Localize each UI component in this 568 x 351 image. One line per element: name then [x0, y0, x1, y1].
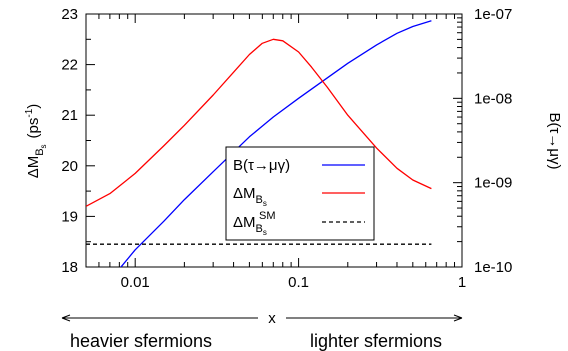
x-tick-label: 0.01 [121, 274, 150, 291]
series-line-0 [120, 20, 432, 267]
y-left-tick-label: 18 [61, 259, 78, 276]
y-left-tick-label: 21 [61, 107, 78, 124]
ticks-group: 0.01 0.1 1 18 19 20 21 22 23 1e-10 1e-09 1e-08 1e-07 [61, 6, 512, 291]
y-left-tick-label: 22 [61, 57, 78, 74]
legend-sup-2: SM [259, 210, 276, 222]
y-right-tick-label: 1e-08 [474, 90, 512, 107]
y-right-tick-label: 1e-09 [474, 175, 512, 192]
x-tick-label: 0.1 [288, 274, 309, 291]
left-arrow-head [61, 314, 71, 322]
y-right-tick-label: 1e-10 [474, 259, 512, 276]
x-axis-title: x [268, 310, 276, 327]
y-left-axis-title: ΔMBs(ps-1) [24, 104, 48, 179]
y-right-axis-title: B(τ→μγ) [546, 112, 563, 169]
legend-label-1: ΔMBs [233, 185, 267, 208]
bottom-annotations: x heavier sfermions lighter sfermions [61, 310, 463, 351]
series-line-1 [86, 38, 432, 207]
series-clip [86, 20, 432, 267]
right-arrow-label: lighter sfermions [310, 331, 442, 351]
y-right-tick-label: 1e-07 [474, 6, 512, 23]
y-left-tick-label: 20 [61, 158, 78, 175]
x-tick-label: 1 [458, 274, 466, 291]
y-left-tick-label: 23 [61, 6, 78, 23]
legend-label-2: ΔMBs [233, 214, 267, 237]
axis-labels: ΔMBs(ps-1) B(τ→μγ) [24, 104, 563, 179]
y-left-tick-label: 19 [61, 208, 78, 225]
legend-label-0: B(τ→μγ) [233, 157, 290, 174]
left-arrow-label: heavier sfermions [70, 331, 212, 351]
right-arrow-head [453, 314, 463, 322]
series-group [86, 20, 432, 267]
